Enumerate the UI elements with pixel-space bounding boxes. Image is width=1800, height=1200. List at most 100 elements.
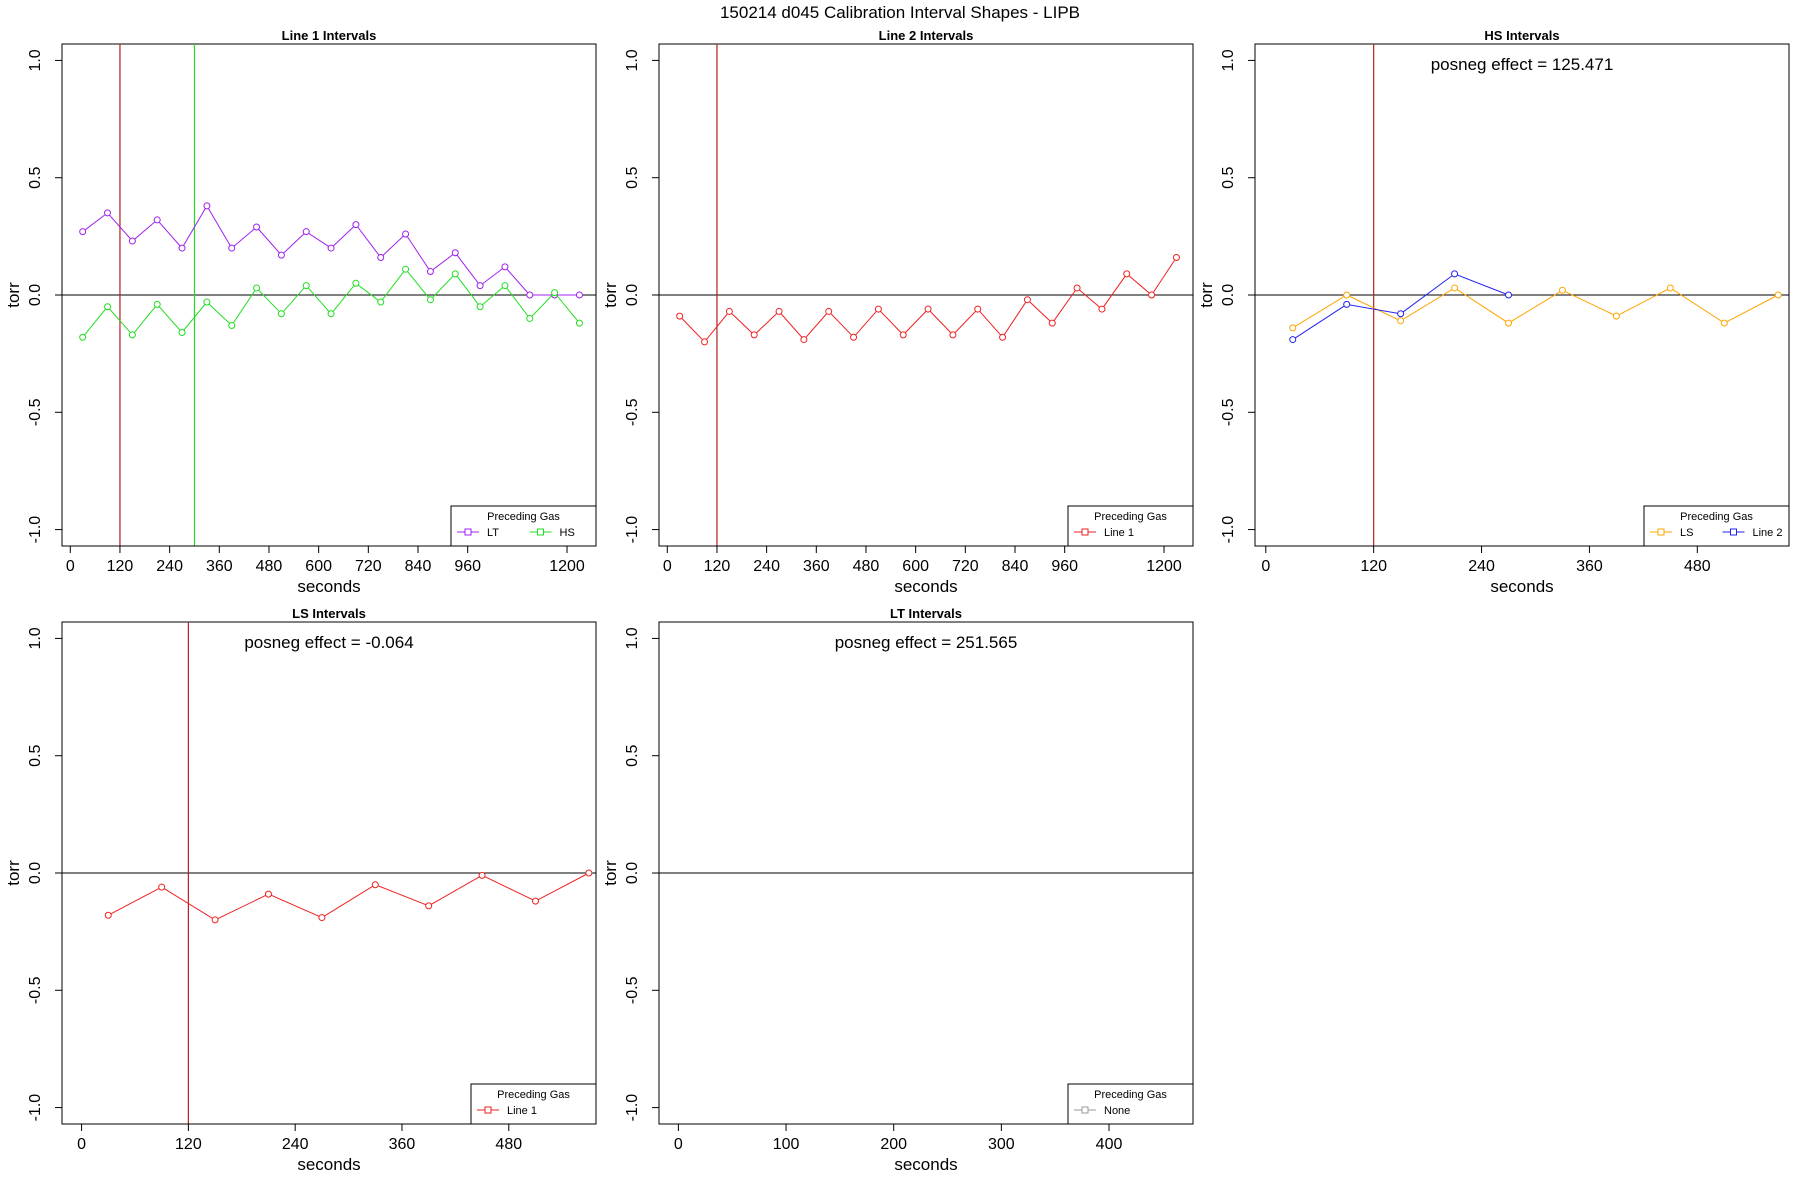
- y-axis-label: torr: [1197, 282, 1216, 308]
- chart-panel-4: LS Intervals 0 120 240 360 480 seconds -1.0 -0.5…: [4, 606, 597, 1174]
- data-point: [575, 319, 583, 327]
- x-tick-label: 240: [282, 1136, 309, 1153]
- data-point: [1505, 319, 1513, 327]
- x-tick-label: 480: [853, 558, 880, 575]
- data-point: [302, 282, 310, 290]
- legend: Preceding Gas None: [1067, 1083, 1194, 1125]
- data-point: [402, 230, 410, 238]
- x-tick-label: 720: [355, 558, 382, 575]
- data-point: [531, 897, 539, 905]
- legend-title: Preceding Gas: [487, 511, 560, 523]
- panel-title: Line 2 Intervals: [879, 28, 974, 43]
- data-point: [104, 303, 112, 311]
- posneg-annotation: posneg effect = 125.471: [1431, 55, 1614, 74]
- data-point: [178, 329, 186, 337]
- legend-swatch-marker: [484, 1106, 492, 1114]
- data-point: [1558, 286, 1566, 294]
- data-point: [501, 263, 509, 271]
- data-point: [228, 321, 236, 329]
- data-point: [750, 331, 758, 339]
- data-point: [371, 881, 379, 889]
- data-point: [725, 307, 733, 315]
- data-point: [425, 902, 433, 910]
- x-tick-label: 480: [1684, 558, 1711, 575]
- x-tick-label: 120: [704, 558, 731, 575]
- x-tick-label: 480: [495, 1136, 522, 1153]
- data-point: [551, 289, 559, 297]
- data-point: [352, 279, 360, 287]
- series-line-ls: [1292, 287, 1779, 329]
- legend: Preceding Gas Line 1: [1067, 505, 1194, 547]
- data-point: [850, 333, 858, 341]
- x-tick-label: 600: [902, 558, 929, 575]
- x-tick-label: 720: [952, 558, 979, 575]
- x-axis-label: seconds: [894, 1155, 957, 1174]
- x-tick-label: 0: [674, 1136, 683, 1153]
- legend-swatch-marker: [1730, 528, 1737, 536]
- data-point: [426, 268, 434, 276]
- legend-swatch-marker: [1657, 528, 1665, 536]
- legend: Preceding Gas Line 1: [470, 1083, 597, 1125]
- data-point: [327, 244, 335, 252]
- y-tick-label: -0.5: [27, 398, 44, 426]
- x-axis-label: seconds: [297, 1155, 360, 1174]
- data-point: [79, 333, 87, 341]
- data-point: [158, 883, 166, 891]
- y-tick-label: 1.0: [624, 49, 641, 71]
- legend-box: [1643, 505, 1790, 547]
- y-tick-label: 1.0: [27, 49, 44, 71]
- legend-title: Preceding Gas: [1094, 511, 1167, 523]
- data-point: [1289, 336, 1297, 344]
- data-point: [924, 305, 932, 313]
- y-tick-label: 0.0: [27, 284, 44, 306]
- data-point: [1148, 291, 1156, 299]
- data-point: [1720, 319, 1728, 327]
- y-axis-label: torr: [601, 860, 620, 886]
- legend-swatch-marker: [464, 528, 472, 536]
- y-tick-label: -1.0: [624, 1094, 641, 1122]
- legend: Preceding Gas LT HS: [450, 505, 597, 547]
- data-point: [800, 336, 808, 344]
- x-tick-label: 1200: [1146, 558, 1182, 575]
- x-tick-label: 120: [107, 558, 134, 575]
- data-point: [585, 869, 593, 877]
- legend-label: Line 1: [1104, 527, 1134, 539]
- data-point: [1172, 253, 1180, 261]
- x-tick-label: 0: [66, 558, 75, 575]
- x-axis-label: seconds: [894, 577, 957, 596]
- x-tick-label: 300: [988, 1136, 1015, 1153]
- data-point: [1289, 324, 1297, 332]
- data-point: [676, 312, 684, 320]
- x-axis-label: seconds: [297, 577, 360, 596]
- data-point: [277, 310, 285, 318]
- data-point: [153, 300, 161, 308]
- data-point: [153, 216, 161, 224]
- legend-box: [1067, 505, 1194, 547]
- data-point: [203, 298, 211, 306]
- y-tick-label: 0.0: [624, 862, 641, 884]
- series-line-line-2: [1292, 273, 1509, 341]
- y-tick-label: -0.5: [624, 398, 641, 426]
- y-tick-label: 0.0: [1220, 284, 1237, 306]
- data-point: [327, 310, 335, 318]
- legend-title: Preceding Gas: [497, 1089, 570, 1101]
- data-point: [352, 221, 360, 229]
- x-axis-label: seconds: [1490, 577, 1553, 596]
- legend-swatch-marker: [1081, 1106, 1089, 1114]
- data-point: [1023, 296, 1031, 304]
- data-point: [825, 307, 833, 315]
- chart-panel-2: Line 2 Intervals 0 120 240 360 480 600 720 840 96…: [601, 28, 1194, 596]
- data-point: [203, 202, 211, 210]
- y-tick-label: 1.0: [27, 627, 44, 649]
- x-tick-label: 840: [405, 558, 432, 575]
- x-tick-label: 960: [1051, 558, 1078, 575]
- y-tick-label: 1.0: [624, 627, 641, 649]
- data-point: [451, 270, 459, 278]
- legend-label: HS: [560, 527, 575, 539]
- posneg-annotation: posneg effect = 251.565: [835, 633, 1018, 652]
- data-point: [451, 249, 459, 257]
- y-axis-label: torr: [4, 282, 23, 308]
- data-point: [1343, 291, 1351, 299]
- data-point: [1098, 305, 1106, 313]
